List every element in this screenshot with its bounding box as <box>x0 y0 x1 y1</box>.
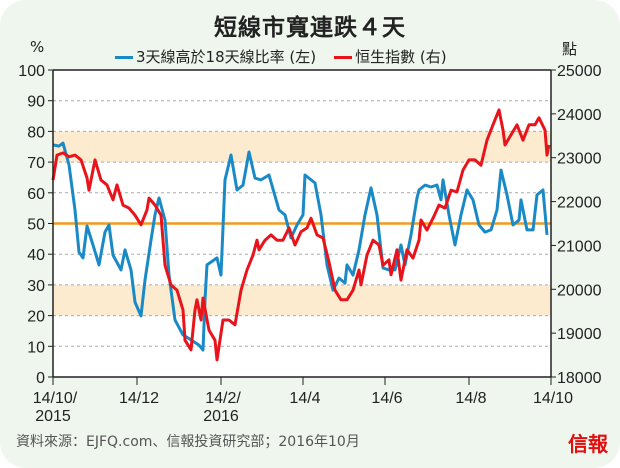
chart-title: 短線市寬連跌４天 <box>214 15 406 41</box>
x-tick-year: 2016 <box>203 408 239 425</box>
right-tick-label: 18000 <box>557 370 602 387</box>
left-tick-label: 10 <box>27 339 45 356</box>
logo: 信報 <box>568 432 608 456</box>
legend-label: 3天線高於18天線比率 (左) <box>136 48 317 66</box>
right-tick-label: 22000 <box>557 195 602 212</box>
right-tick-label: 20000 <box>557 282 602 299</box>
left-tick-label: 20 <box>27 309 45 326</box>
left-tick-label: 40 <box>27 247 45 264</box>
left-tick-label: 100 <box>18 63 45 80</box>
x-tick-label: 14/10/ <box>33 390 78 407</box>
source-note: 資料來源：EJFQ.com、信報投資研究部；2016年10月 <box>16 434 360 450</box>
x-tick-label: 14/12 <box>119 390 159 407</box>
right-axis-unit: 點 <box>562 40 578 58</box>
x-tick-label: 14/4 <box>289 390 320 407</box>
x-tick-label: 14/10 <box>533 390 573 407</box>
left-tick-label: 80 <box>27 124 45 141</box>
x-tick-year: 2015 <box>35 408 71 425</box>
right-tick-label: 24000 <box>557 107 602 124</box>
x-tick-label: 14/8 <box>455 390 486 407</box>
series-line-hsi <box>51 108 551 362</box>
legend-swatch-blue <box>115 56 133 59</box>
legend-item-hsi: 恒生指數 (右) <box>334 46 447 67</box>
left-tick-label: 0 <box>36 370 45 387</box>
left-axis-unit: % <box>30 38 45 56</box>
left-tick-label: 90 <box>27 94 45 111</box>
x-tick-label: 14/6 <box>371 390 402 407</box>
shaded-band <box>53 284 551 316</box>
left-tick-label: 70 <box>27 155 45 172</box>
right-tick-label: 23000 <box>557 151 602 168</box>
right-tick-label: 25000 <box>557 63 602 80</box>
x-tick-label: 14/2/ <box>205 390 241 407</box>
legend: 3天線高於18天線比率 (左) 恒生指數 (右) <box>115 46 447 67</box>
right-tick-label: 19000 <box>557 326 602 343</box>
legend-label: 恒生指數 (右) <box>355 48 447 66</box>
legend-swatch-red <box>334 56 353 59</box>
shaded-band <box>53 131 551 163</box>
legend-item-breadth: 3天線高於18天線比率 (左) <box>115 46 316 67</box>
left-tick-label: 50 <box>27 217 45 234</box>
right-tick-label: 21000 <box>557 238 602 255</box>
series-line-breadth <box>52 141 549 352</box>
left-tick-label: 30 <box>27 278 45 295</box>
left-tick-label: 60 <box>27 186 45 203</box>
